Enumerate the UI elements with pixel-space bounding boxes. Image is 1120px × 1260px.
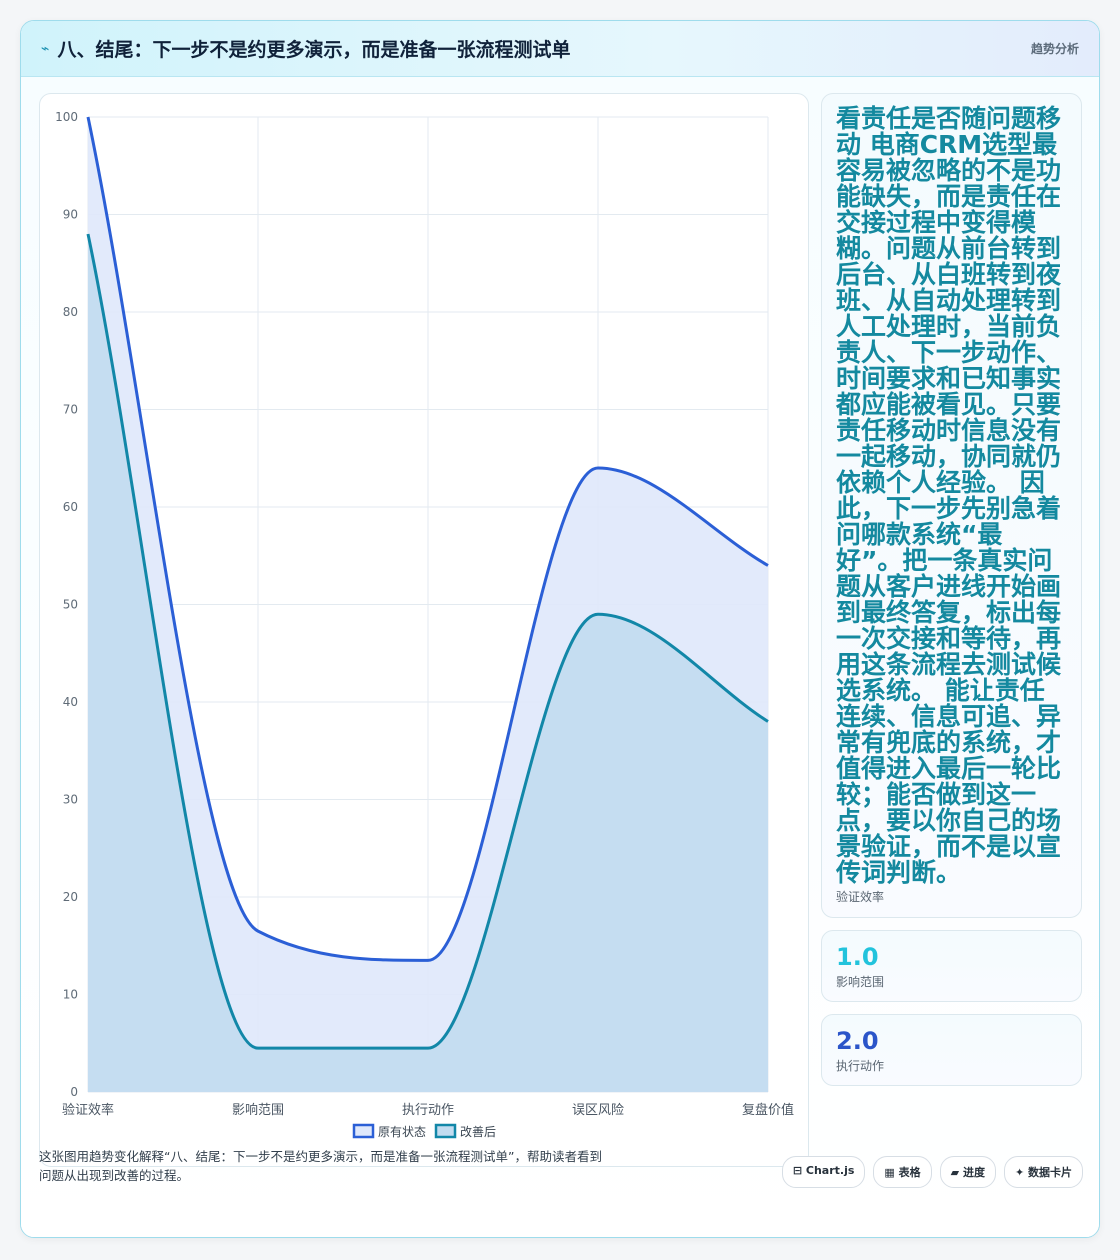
series-line [86, 116, 769, 962]
x-tick-label: 验证效率 [62, 1102, 114, 1118]
chart-description: 这张图用趋势变化解释“八、结尾：下一步不是约更多演示，而是准备一张流程测试单”，… [39, 1149, 602, 1183]
trend-analysis-tag: 趋势分析 [1030, 42, 1079, 56]
stat-card-scope: 1.0 影响范围 [821, 930, 1082, 1002]
series-area [88, 234, 768, 1092]
y-tick-label: 80 [63, 305, 78, 319]
chart-panel: 0 10 20 30 40 50 60 70 80 90 100 验证效率 影响范围 执行动作 误区风险 复盘… [39, 93, 809, 1167]
series-line [86, 233, 769, 1050]
y-tick-label: 40 [63, 695, 78, 709]
table-chip[interactable]: ▦ 表格 [873, 1156, 932, 1188]
y-tick-label: 0 [70, 1085, 78, 1099]
legend-label: 原有状态 [378, 1125, 426, 1139]
x-tick-label: 影响范围 [232, 1102, 284, 1118]
y-tick-label: 10 [63, 988, 78, 1002]
page-title: 八、结尾：下一步不是约更多演示，而是准备一张流程测试单 [57, 39, 571, 61]
data-card-chip[interactable]: ✦ 数据卡片 [1003, 1156, 1083, 1188]
x-tick-label: 误区风险 [572, 1103, 624, 1118]
chartjs-chip[interactable]: ⊟ Chart.js [781, 1156, 866, 1188]
legend-swatch [434, 1123, 457, 1139]
x-tick-label: 复盘价值 [742, 1102, 794, 1118]
stat-card-action: 2.0 执行动作 [821, 1014, 1082, 1086]
legend-label: 改善后 [460, 1124, 496, 1139]
y-tick-label: 70 [63, 403, 78, 417]
header-left: ⌁ 八、结尾：下一步不是约更多演示，而是准备一张流程测试单 [41, 35, 570, 62]
stat-value: 1.0 [836, 943, 879, 971]
area-chart: 0 10 20 30 40 50 60 70 80 90 100 验证效率 影响范围 执行动作 误区风险 复盘… [55, 110, 794, 1139]
y-tick-label: 30 [63, 793, 78, 807]
legend-swatch [352, 1123, 375, 1139]
y-tick-label: 50 [63, 598, 78, 612]
summary-text: 看责任是否随问题移动 电商CRM选型最容易被忽略的不是功能缺失，而是责任在交接过… [836, 104, 1062, 887]
stat-value: 2.0 [836, 1027, 879, 1055]
chip-row: ⊟ Chart.js ▦ 表格 ▰ 进度 ✦ 数据卡片 [781, 1156, 1083, 1188]
summary-label: 验证效率 [836, 890, 885, 904]
y-tick-label: 100 [55, 110, 78, 124]
x-tick-label: 执行动作 [402, 1103, 454, 1118]
lightning-icon: ⌁ [41, 40, 50, 57]
progress-chip[interactable]: ▰ 进度 [939, 1156, 996, 1188]
stat-label: 执行动作 [836, 1059, 885, 1073]
stat-label: 影响范围 [836, 975, 885, 989]
y-tick-label: 20 [63, 890, 78, 904]
side-panel: 看责任是否随问题移动 电商CRM选型最容易被忽略的不是功能缺失，而是责任在交接过… [821, 93, 1082, 1086]
footer: 这张图用趋势变化解释“八、结尾：下一步不是约更多演示，而是准备一张流程测试单”，… [39, 1147, 1083, 1217]
chart-card: ⌁ 八、结尾：下一步不是约更多演示，而是准备一张流程测试单 趋势分析 0 10 20… [20, 20, 1100, 1238]
card-header: ⌁ 八、结尾：下一步不是约更多演示，而是准备一张流程测试单 趋势分析 [21, 21, 1099, 77]
y-tick-label: 60 [63, 500, 78, 514]
summary-card: 看责任是否随问题移动 电商CRM选型最容易被忽略的不是功能缺失，而是责任在交接过… [821, 93, 1082, 918]
y-tick-label: 90 [63, 208, 78, 222]
card-body: 0 10 20 30 40 50 60 70 80 90 100 验证效率 影响范围 执行动作 误区风险 复盘… [21, 77, 1099, 1237]
